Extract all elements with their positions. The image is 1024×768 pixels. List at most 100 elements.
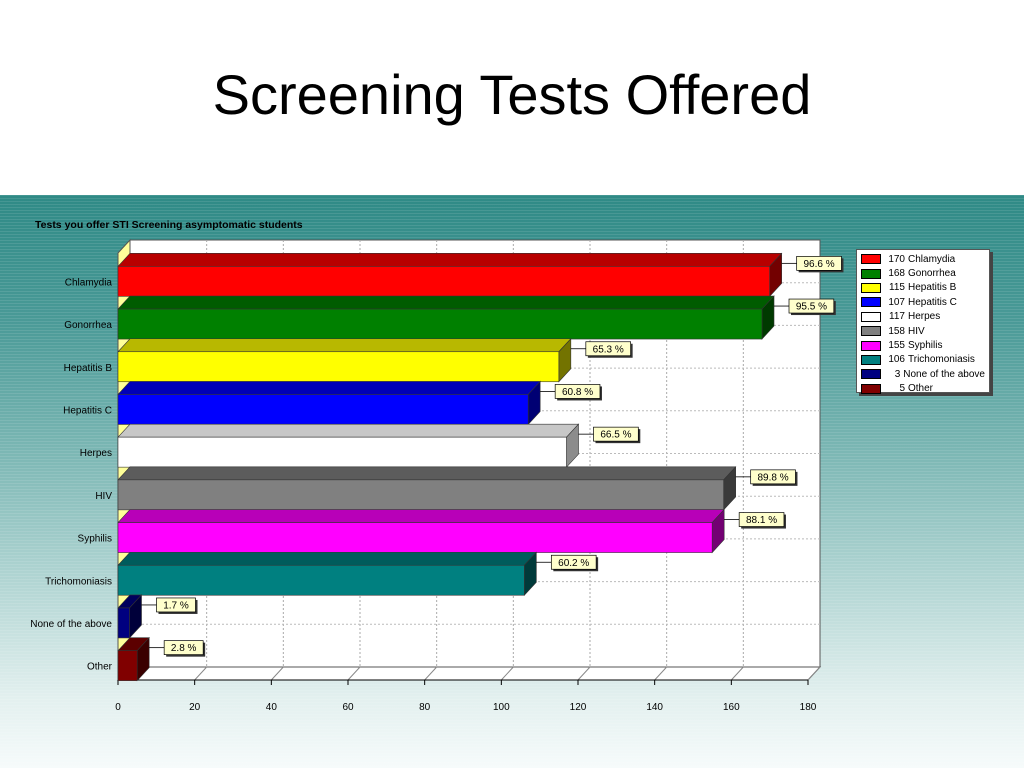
bar-trichomoniasis <box>117 564 525 596</box>
legend-swatch <box>861 383 881 394</box>
chart-title: Tests you offer STI Screening asymptomat… <box>35 219 303 231</box>
legend-item-hepatitis-b: 115 Hepatitis B <box>861 281 985 295</box>
legend: 170 Chlamydia 168 Gonorrhea 115 Hepatitis B 10… <box>856 249 990 396</box>
legend-swatch <box>861 311 881 322</box>
legend-item-syphilis: 155 Syphilis <box>861 338 985 352</box>
legend-item-hepatitis-c: 107 Hepatitis C <box>861 295 985 309</box>
legend-swatch <box>861 369 881 380</box>
legend-label: Gonorrhea <box>908 268 956 280</box>
bar-hepatitis-b <box>117 351 560 383</box>
legend-count: 158 <box>888 325 905 337</box>
legend-count: 170 <box>888 253 905 265</box>
legend-swatch <box>861 268 881 279</box>
category-label-hepatitis-c: Hepatitis C <box>63 405 112 416</box>
legend-count: 155 <box>888 340 905 352</box>
legend-label: Trichomoniasis <box>908 354 975 366</box>
category-label-trichomoniasis: Trichomoniasis <box>45 576 112 587</box>
data-label-box <box>163 640 204 656</box>
data-label-hepatitis-b: 65.3 % <box>593 344 624 355</box>
data-label-box <box>156 597 196 613</box>
legend-label: Hepatitis B <box>908 282 957 294</box>
data-label-trichomoniasis: 60.2 % <box>558 558 589 569</box>
x-tick-label: 20 <box>189 702 201 713</box>
gridline-floor <box>654 666 668 681</box>
legend-swatch <box>861 282 881 293</box>
category-label-hiv: HIV <box>95 491 112 502</box>
bar-top-syphilis <box>117 509 725 523</box>
x-tick-label: 60 <box>342 702 354 713</box>
data-label-box <box>550 554 597 570</box>
x-tick-label: 160 <box>723 702 740 713</box>
legend-swatch <box>861 354 881 365</box>
x-tick-label: 80 <box>419 702 431 713</box>
data-label-box <box>585 341 631 357</box>
data-label-hiv: 89.8 % <box>757 472 788 483</box>
gridline-floor <box>270 666 284 681</box>
legend-swatch <box>861 340 881 351</box>
bar-top-hepatitis-b <box>117 338 572 353</box>
category-label-syphilis: Syphilis <box>78 534 112 545</box>
bar-top-trichomoniasis <box>117 551 538 566</box>
data-label-box <box>738 512 785 527</box>
category-label-chlamydia: Chlamydia <box>65 277 113 288</box>
bar-top-hepatitis-c <box>117 381 541 395</box>
x-tick-label: 100 <box>493 702 510 713</box>
legend-item-trichomoniasis: 106 Trichomoniasis <box>861 353 985 367</box>
bar-top-gonorrhea <box>117 295 775 310</box>
data-label-syphilis: 88.1 % <box>746 515 777 526</box>
x-tick-label: 180 <box>800 702 817 713</box>
data-label-other: 2.8 % <box>171 643 197 654</box>
legend-label: Hepatitis C <box>908 296 957 308</box>
legend-count: 107 <box>888 296 905 308</box>
legend-item-herpes: 117 Herpes <box>861 310 985 324</box>
category-label-hepatitis-b: Hepatitis B <box>64 363 113 374</box>
legend-label: Herpes <box>908 311 941 323</box>
data-label-gonorrhea: 95.5 % <box>796 302 827 313</box>
legend-label: None of the above <box>903 368 985 380</box>
legend-label: Chlamydia <box>908 253 956 265</box>
gridline-floor <box>730 666 744 681</box>
gridline-floor <box>194 666 208 681</box>
legend-item-none-of-the-above: 3 None of the above <box>861 367 985 381</box>
gridline-floor <box>807 666 821 681</box>
legend-count: 106 <box>888 354 905 366</box>
data-label-box <box>750 469 796 485</box>
legend-item-other: 5 Other <box>861 382 985 396</box>
legend-count: 5 <box>899 383 905 395</box>
slide-title: Screening Tests Offered <box>212 63 812 126</box>
legend-item-gonorrhea: 168 Gonorrhea <box>861 266 985 280</box>
gridline-floor <box>347 666 361 681</box>
gridline-floor <box>424 666 438 681</box>
bar-hiv <box>117 479 724 511</box>
data-label-box <box>593 426 639 442</box>
legend-count: 117 <box>889 311 905 323</box>
category-label-none-of-the-above: None of the above <box>30 619 112 630</box>
bar-other <box>117 650 138 681</box>
x-tick-label: 140 <box>646 702 663 713</box>
data-label-box <box>554 384 601 399</box>
data-label-box <box>788 298 835 314</box>
gridline-floor <box>577 666 591 681</box>
bar-herpes <box>117 436 567 468</box>
bar-top-herpes <box>117 423 580 438</box>
data-label-herpes: 66.5 % <box>600 430 631 441</box>
x-tick-label: 120 <box>570 702 587 713</box>
legend-swatch <box>861 297 881 308</box>
category-label-herpes: Herpes <box>80 448 112 459</box>
x-tick-label: 0 <box>115 702 121 713</box>
x-tick-label: 40 <box>266 702 278 713</box>
bar-hepatitis-c <box>117 394 529 425</box>
bar-gonorrhea <box>117 308 763 340</box>
gridline-floor <box>500 666 514 681</box>
plot-floor <box>116 666 822 681</box>
legend-item-chlamydia: 170 Chlamydia <box>861 252 985 266</box>
legend-label: Other <box>908 383 934 395</box>
legend-label: Syphilis <box>908 340 943 352</box>
category-label-other: Other <box>87 662 113 673</box>
legend-count: 168 <box>888 268 905 280</box>
bar-top-chlamydia <box>117 253 783 267</box>
data-label-hepatitis-c: 60.8 % <box>562 387 593 398</box>
legend-count: 3 <box>894 368 901 380</box>
data-label-chlamydia: 96.6 % <box>803 259 834 270</box>
